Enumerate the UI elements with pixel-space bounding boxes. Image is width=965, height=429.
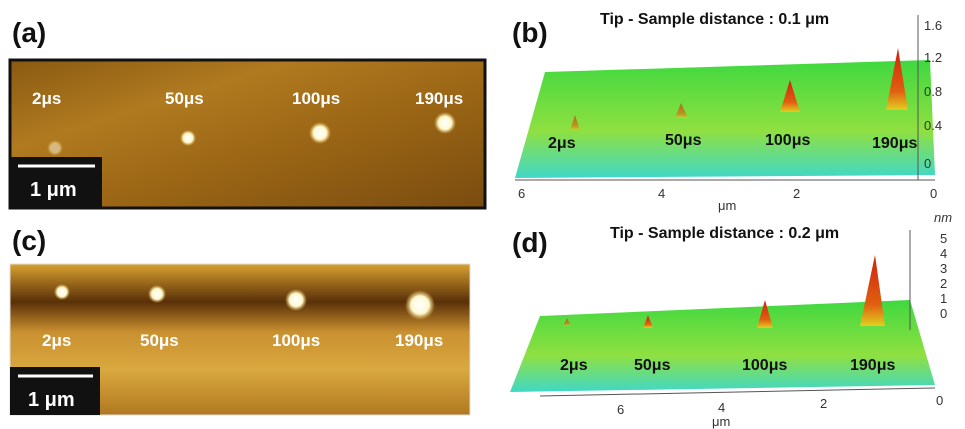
panel-b: (b) Tip - Sample distance : 0.1 μm 2μs 5… <box>512 11 942 213</box>
marker-label: 2μs <box>42 331 71 350</box>
z-tick-label: 0 <box>924 156 931 171</box>
panel-label: (d) <box>512 227 548 258</box>
spot <box>309 122 331 144</box>
z-tick-label: 5 <box>940 231 947 246</box>
panel-label: (c) <box>12 225 46 256</box>
surface <box>515 60 935 178</box>
marker-label: 100μs <box>272 331 320 350</box>
z-tick-label: 0.4 <box>924 118 942 133</box>
spot <box>434 112 456 134</box>
marker-label: 190μs <box>850 357 895 374</box>
z-tick-label: 1.6 <box>924 18 942 33</box>
x-tick-label: 6 <box>518 186 525 201</box>
marker-label: 100μs <box>292 89 340 108</box>
x-tick-label: 0 <box>936 393 943 408</box>
panel-label: (b) <box>512 17 548 48</box>
spot <box>54 284 70 300</box>
z-tick-label: 1 <box>940 291 947 306</box>
spot <box>180 130 196 146</box>
panel-title: Tip - Sample distance : 0.2 μm <box>610 225 839 242</box>
z-tick-label: 2 <box>940 276 947 291</box>
marker-label: 2μs <box>560 357 588 374</box>
z-tick-label: 0.8 <box>924 84 942 99</box>
marker-label: 2μs <box>548 135 576 152</box>
marker-label: 50μs <box>665 132 702 149</box>
marker-label: 100μs <box>742 357 787 374</box>
scale-bar-label: 1 μm <box>28 389 75 411</box>
marker-label: 50μs <box>634 357 671 374</box>
marker-label: 50μs <box>165 89 204 108</box>
x-tick-label: 0 <box>930 186 937 201</box>
x-tick-label: 6 <box>617 402 624 417</box>
panel-label: (a) <box>12 17 46 48</box>
z-tick-label: 0 <box>940 306 947 321</box>
panel-d: (d) Tip - Sample distance : 0.2 μm 2μs 5… <box>510 210 952 429</box>
spot <box>47 140 63 156</box>
x-tick-label: 4 <box>658 186 665 201</box>
marker-label: 190μs <box>395 331 443 350</box>
panel-title: Tip - Sample distance : 0.1 μm <box>600 11 829 28</box>
panel-c: (c) 2μs 50μs 100μs 190μs 1 μm <box>10 225 470 415</box>
spot <box>285 289 307 311</box>
marker-label: 190μs <box>872 135 917 152</box>
spot <box>405 290 435 320</box>
z-tick-label: 4 <box>940 246 947 261</box>
x-unit: μm <box>712 414 730 429</box>
z-tick-label: 1.2 <box>924 50 942 65</box>
z-tick-label: 3 <box>940 261 947 276</box>
x-tick-label: 4 <box>718 400 725 415</box>
x-unit: μm <box>718 198 736 213</box>
marker-label: 2μs <box>32 89 61 108</box>
marker-label: 50μs <box>140 331 179 350</box>
scale-bar-label: 1 μm <box>30 179 77 201</box>
z-unit: nm <box>934 210 952 225</box>
spot <box>148 285 166 303</box>
x-tick-label: 2 <box>793 186 800 201</box>
figure: (a) 2μs 50μs 100μs 190μs 1 μm (b) Tip - … <box>0 0 965 429</box>
x-tick-label: 2 <box>820 396 827 411</box>
marker-label: 190μs <box>415 89 463 108</box>
panel-a: (a) 2μs 50μs 100μs 190μs 1 μm <box>10 17 485 208</box>
peak <box>860 255 885 326</box>
marker-label: 100μs <box>765 132 810 149</box>
